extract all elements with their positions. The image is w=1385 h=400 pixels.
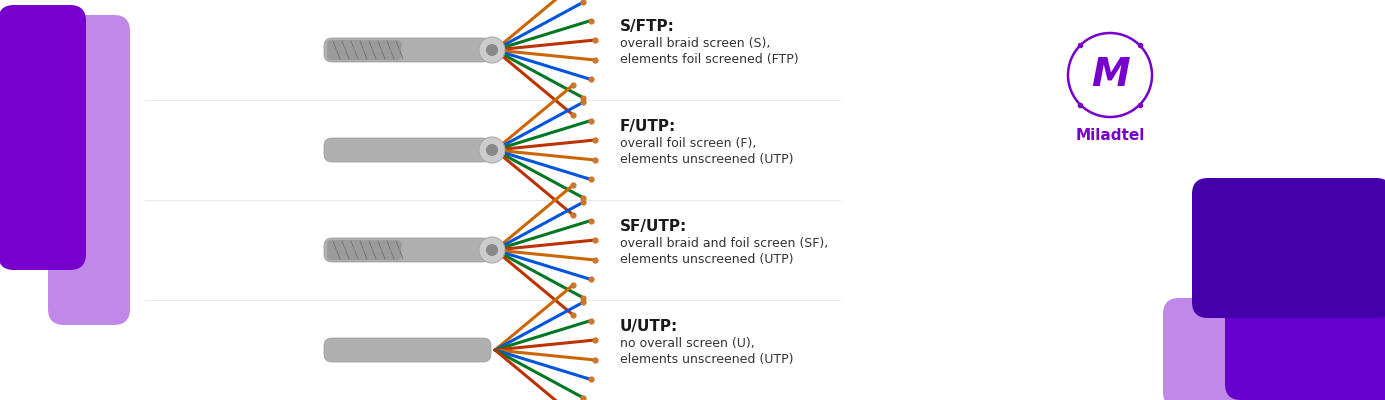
Circle shape [479,37,506,63]
FancyBboxPatch shape [324,138,492,162]
Circle shape [479,137,506,163]
Text: U/UTP:: U/UTP: [620,318,679,334]
Circle shape [486,144,499,156]
Circle shape [486,44,499,56]
FancyBboxPatch shape [324,338,492,362]
FancyBboxPatch shape [1224,238,1385,400]
Circle shape [486,244,499,256]
FancyBboxPatch shape [324,238,492,262]
FancyBboxPatch shape [327,40,402,60]
Text: elements unscreened (UTP): elements unscreened (UTP) [620,254,794,266]
Text: overall braid screen (S),: overall braid screen (S), [620,38,770,50]
FancyBboxPatch shape [1163,298,1385,400]
Text: overall foil screen (F),: overall foil screen (F), [620,138,756,150]
Text: M: M [1091,56,1129,94]
Text: SF/UTP:: SF/UTP: [620,218,687,234]
FancyBboxPatch shape [324,38,492,62]
Text: elements unscreened (UTP): elements unscreened (UTP) [620,354,794,366]
Text: F/UTP:: F/UTP: [620,118,676,134]
Text: S/FTP:: S/FTP: [620,18,674,34]
FancyBboxPatch shape [0,5,86,270]
Text: Miladtel: Miladtel [1075,128,1144,142]
FancyBboxPatch shape [48,15,130,325]
Text: no overall screen (U),: no overall screen (U), [620,338,755,350]
FancyBboxPatch shape [1192,178,1385,318]
Text: elements foil screened (FTP): elements foil screened (FTP) [620,54,799,66]
Text: elements unscreened (UTP): elements unscreened (UTP) [620,154,794,166]
FancyBboxPatch shape [327,240,402,260]
Circle shape [479,237,506,263]
Text: overall braid and foil screen (SF),: overall braid and foil screen (SF), [620,238,828,250]
